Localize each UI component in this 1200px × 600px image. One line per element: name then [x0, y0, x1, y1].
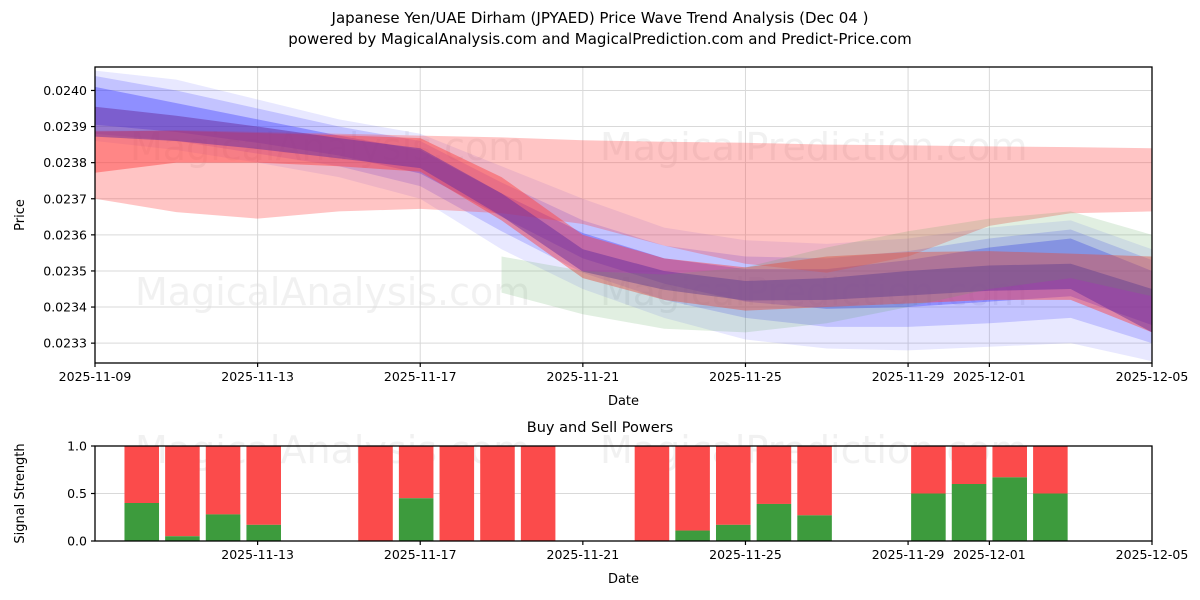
price-band-layer — [95, 70, 1152, 362]
sell-power-bar[interactable] — [797, 446, 832, 516]
buy-power-bar[interactable] — [911, 493, 946, 542]
buy-power-bar[interactable] — [992, 477, 1027, 541]
page-title: Japanese Yen/UAE Dirham (JPYAED) Price W… — [0, 8, 1200, 50]
price-band-red-band-outer — [95, 130, 1152, 273]
sell-power-bar[interactable] — [398, 446, 434, 499]
powers-xaxis-title: Date — [608, 572, 639, 587]
sell-power-bar[interactable] — [992, 446, 1027, 478]
ytick-label: 0.0237 — [43, 191, 87, 206]
sell-power-bar[interactable] — [358, 446, 393, 541]
ytick-label: 0.0236 — [43, 227, 87, 242]
xtick-label: 2025-12-01 — [953, 547, 1026, 562]
sell-power-bar[interactable] — [124, 446, 160, 503]
buy-power-bar[interactable] — [797, 515, 832, 541]
ytick-label: 0.0234 — [43, 300, 87, 315]
xtick-label: 2025-11-17 — [384, 547, 457, 562]
xtick-label: 2025-11-29 — [872, 547, 945, 562]
sell-power-bar[interactable] — [911, 446, 946, 494]
buy-power-bar[interactable] — [715, 524, 751, 541]
powers-yaxis-title: Signal Strength — [13, 443, 28, 543]
buy-power-bar[interactable] — [756, 503, 792, 541]
xtick-label: 2025-11-17 — [384, 369, 457, 384]
powers-chart-title: Buy and Sell Powers — [527, 420, 673, 436]
xtick-label: 2025-11-09 — [59, 369, 132, 384]
powers-axis-ticks: 0.0 0.5 1.0 2025-11-13 2025-11-17 2025-11-21 2… — [67, 439, 1188, 563]
xtick-label: 2025-11-25 — [709, 369, 782, 384]
xtick-label: 2025-11-13 — [221, 369, 294, 384]
ytick-label: 0.0238 — [43, 155, 87, 170]
sell-power-bar[interactable] — [715, 446, 751, 525]
xtick-label: 2025-11-21 — [547, 369, 620, 384]
title-line-2: powered by MagicalAnalysis.com and Magic… — [288, 30, 912, 48]
ytick-label: 0.0239 — [43, 119, 87, 134]
xtick-label: 2025-12-05 — [1116, 369, 1189, 384]
price-wave-chart: MagicalAnalysis.comMagicalPrediction.com… — [13, 66, 1188, 409]
ytick-label: 1.0 — [67, 439, 87, 454]
buy-power-bar[interactable] — [205, 514, 241, 541]
sell-power-bar[interactable] — [756, 446, 792, 504]
sell-power-bar[interactable] — [1033, 446, 1068, 494]
xtick-label: 2025-11-29 — [872, 369, 945, 384]
ytick-label: 0.5 — [67, 486, 87, 501]
sell-power-bar[interactable] — [205, 446, 241, 515]
sell-power-bar[interactable] — [951, 446, 987, 484]
buy-power-bar[interactable] — [398, 498, 434, 541]
sell-power-bar[interactable] — [520, 446, 556, 541]
powers-bar-layer — [124, 446, 1068, 542]
ytick-label: 0.0 — [67, 534, 87, 549]
buy-power-bar[interactable] — [246, 524, 281, 541]
watermark-top-right: MagicalPrediction.com — [600, 125, 1028, 169]
sell-power-bar[interactable] — [675, 446, 710, 531]
title-line-1: Japanese Yen/UAE Dirham (JPYAED) Price W… — [331, 9, 869, 27]
buy-power-bar[interactable] — [951, 484, 987, 541]
ytick-label: 0.0235 — [43, 263, 87, 278]
xtick-label: 2025-11-25 — [709, 547, 782, 562]
ytick-label: 0.0240 — [43, 83, 87, 98]
price-yaxis-title: Price — [13, 199, 28, 231]
price-plot-background — [95, 67, 1152, 363]
xtick-label: 2025-12-01 — [953, 369, 1026, 384]
buy-power-bar[interactable] — [675, 530, 710, 541]
sell-power-bar[interactable] — [480, 446, 515, 541]
buy-power-bar[interactable] — [124, 503, 160, 541]
buy-power-bar[interactable] — [1033, 493, 1068, 542]
price-band-green-band — [501, 211, 1152, 333]
sell-power-bar[interactable] — [165, 446, 200, 537]
xtick-label: 2025-12-05 — [1116, 547, 1189, 562]
price-band-purple-core-band — [95, 106, 1152, 333]
price-plot-frame — [94, 66, 1153, 364]
xtick-label: 2025-11-21 — [547, 547, 620, 562]
ytick-label: 0.0233 — [43, 336, 87, 351]
sell-power-bar[interactable] — [246, 446, 281, 525]
sell-power-bar[interactable] — [439, 446, 475, 541]
buy-power-bar[interactable] — [165, 536, 200, 541]
sell-power-bar[interactable] — [634, 446, 670, 541]
xtick-label: 2025-11-13 — [221, 547, 294, 562]
price-axis-ticks: 0.0233 0.0234 0.0235 0.0236 0.0237 0.0238 0.02… — [43, 83, 1188, 384]
buy-sell-powers-chart: Buy and Sell PowersMagicalAnalysis.comMa… — [13, 420, 1188, 587]
price-xaxis-title: Date — [608, 394, 639, 409]
